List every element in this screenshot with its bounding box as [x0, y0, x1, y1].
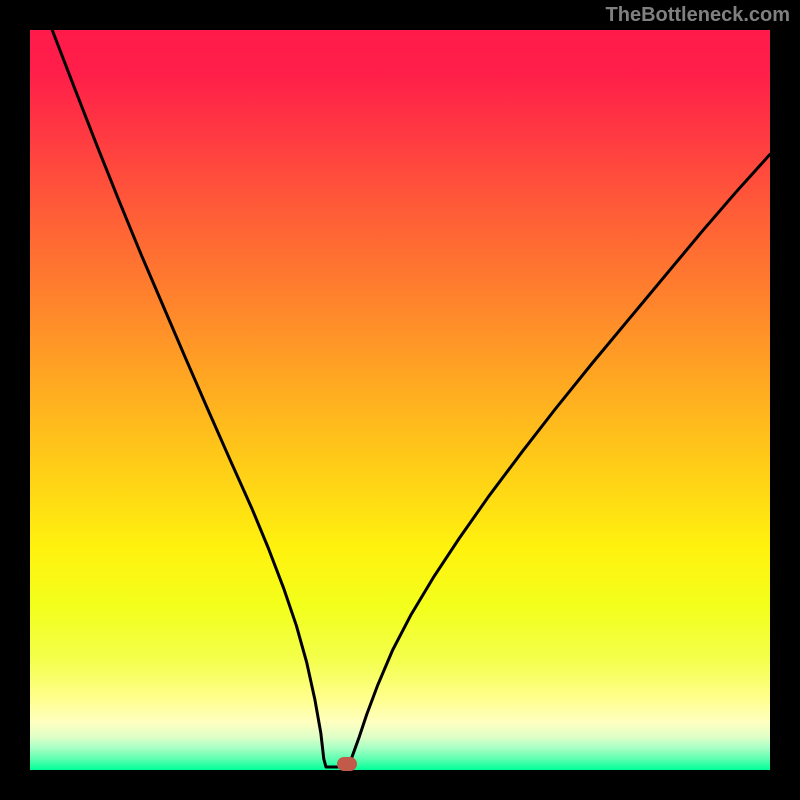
watermark-text: TheBottleneck.com: [606, 4, 790, 27]
chart-plot-area: [30, 30, 770, 770]
optimum-marker: [337, 757, 357, 771]
bottleneck-curve: [30, 30, 770, 770]
